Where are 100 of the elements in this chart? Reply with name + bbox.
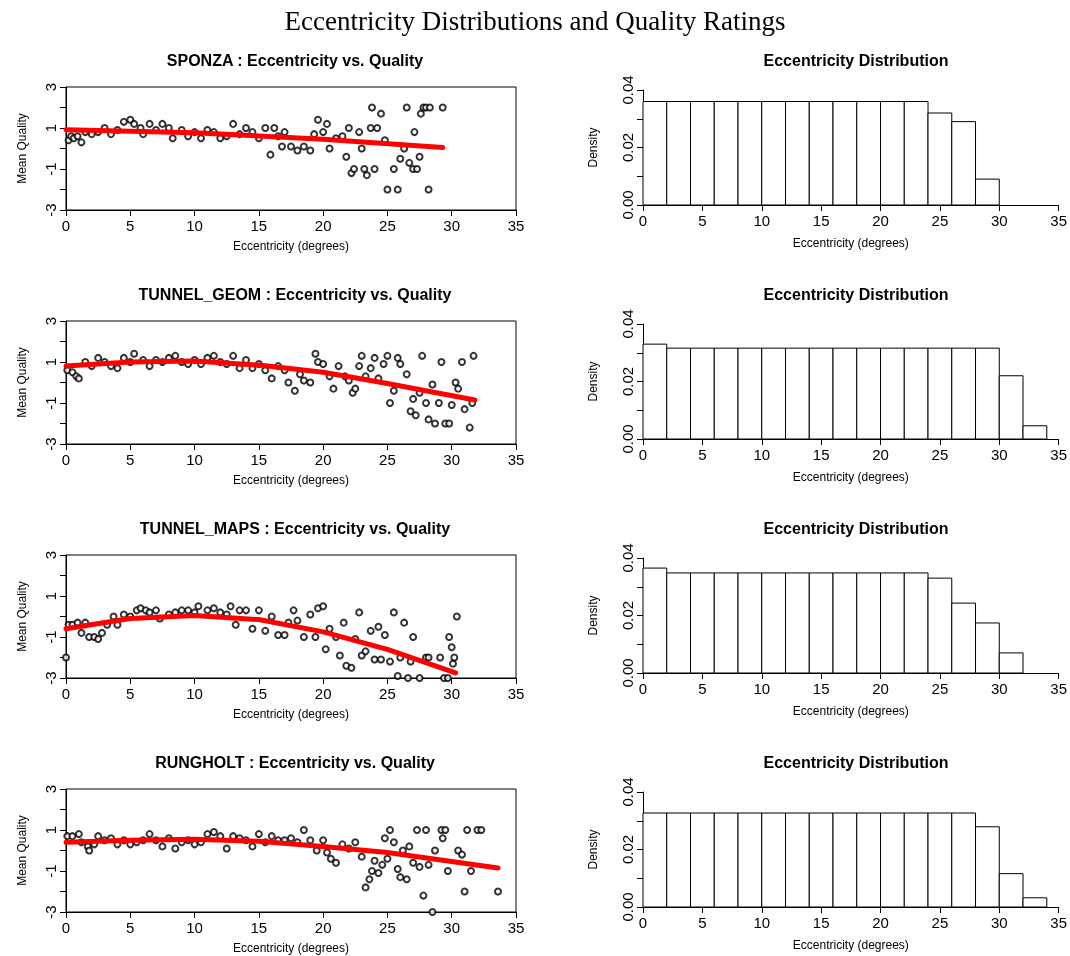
x-tick-label: 10 xyxy=(186,685,203,702)
y-tick-label: 0.04 xyxy=(619,309,636,339)
x-axis-title: Eccentricity (degrees) xyxy=(232,707,350,721)
y-tick-label: -3 xyxy=(42,203,59,217)
x-tick-label: 25 xyxy=(931,914,949,931)
x-tick-label: 35 xyxy=(507,217,525,234)
x-tick-label: 10 xyxy=(753,680,771,697)
x-tick-label: 0 xyxy=(638,446,648,463)
x-tick-label: 15 xyxy=(250,919,268,936)
x-tick-label: 15 xyxy=(250,217,268,234)
x-tick-label: 15 xyxy=(250,451,268,468)
x-tick-label: 5 xyxy=(126,685,135,702)
chart-title: Eccentricity Distribution xyxy=(763,519,949,537)
chart-title: Eccentricity Distribution xyxy=(763,51,949,69)
y-tick-label: 1 xyxy=(42,591,59,601)
x-tick-label: 25 xyxy=(379,685,396,702)
y-tick-label: -3 xyxy=(42,905,59,919)
x-axis-title: Eccentricity (degrees) xyxy=(792,938,909,952)
x-tick-label: 10 xyxy=(186,217,203,234)
y-tick-label: 0.04 xyxy=(619,543,636,573)
x-tick-label: 25 xyxy=(931,446,949,463)
x-tick-label: 0 xyxy=(61,919,71,936)
y-axis-title: Mean Quality xyxy=(15,113,29,184)
x-tick-label: 0 xyxy=(638,212,648,229)
x-tick-label: 35 xyxy=(507,685,525,702)
x-axis-title: Eccentricity (degrees) xyxy=(232,239,350,253)
x-tick-label: 0 xyxy=(638,680,648,697)
x-tick-label: 5 xyxy=(698,914,707,931)
x-tick-label: 0 xyxy=(638,914,648,931)
x-tick-label: 20 xyxy=(872,914,889,931)
y-tick-label: -1 xyxy=(42,162,59,176)
x-tick-label: 5 xyxy=(698,212,707,229)
y-tick-label: 1 xyxy=(42,123,59,133)
x-tick-label: 5 xyxy=(698,680,707,697)
x-tick-label: 10 xyxy=(753,212,771,229)
x-tick-label: 5 xyxy=(126,919,135,936)
x-tick-label: 20 xyxy=(872,446,889,463)
y-axis-title: Density xyxy=(586,595,600,636)
y-axis-title: Density xyxy=(586,361,600,402)
x-tick-label: 30 xyxy=(990,914,1008,931)
y-tick-label: 3 xyxy=(42,784,59,794)
y-axis-title: Density xyxy=(586,127,600,168)
x-tick-label: 25 xyxy=(379,451,396,468)
x-tick-label: 15 xyxy=(250,685,268,702)
y-axis-title: Mean Quality xyxy=(15,815,29,886)
chart-title: Eccentricity Distribution xyxy=(763,753,949,771)
y-tick-label: 0.02 xyxy=(619,600,636,631)
x-tick-label: 35 xyxy=(1050,914,1067,931)
chart-title: RUNGHOLT : Eccentricity vs. Quality xyxy=(155,753,435,771)
x-tick-label: 5 xyxy=(698,446,707,463)
x-tick-label: 5 xyxy=(126,451,135,468)
y-tick-label: 0.04 xyxy=(619,75,636,105)
y-tick-label: 3 xyxy=(42,316,59,326)
x-tick-label: 20 xyxy=(872,680,889,697)
x-tick-label: 25 xyxy=(379,217,396,234)
x-tick-label: 30 xyxy=(990,680,1008,697)
y-axis-title: Density xyxy=(586,829,600,870)
x-tick-label: 20 xyxy=(314,217,332,234)
x-tick-label: 20 xyxy=(314,685,332,702)
chart-title: TUNNEL_MAPS : Eccentricity vs. Quality xyxy=(139,519,451,537)
x-tick-label: 35 xyxy=(507,919,525,936)
x-tick-label: 0 xyxy=(61,685,71,702)
x-tick-label: 35 xyxy=(1050,212,1067,229)
y-tick-label: -3 xyxy=(42,671,59,685)
y-tick-label: 3 xyxy=(42,82,59,92)
x-tick-label: 0 xyxy=(61,451,71,468)
x-axis-title: Eccentricity (degrees) xyxy=(232,941,350,955)
y-tick-label: 0.00 xyxy=(619,658,636,688)
x-tick-label: 10 xyxy=(186,451,203,468)
x-tick-label: 20 xyxy=(314,919,332,936)
chart-title: SPONZA : Eccentricity vs. Quality xyxy=(166,51,424,69)
text: Eccentricity Distributions and Quality Ratings xyxy=(283,6,787,37)
x-axis-title: Eccentricity (degrees) xyxy=(792,704,909,718)
x-tick-label: 10 xyxy=(753,446,771,463)
y-tick-label: 0.00 xyxy=(619,424,636,454)
x-tick-label: 15 xyxy=(812,446,830,463)
chart-title: Eccentricity Distribution xyxy=(763,285,949,303)
x-tick-label: 25 xyxy=(379,919,396,936)
x-tick-label: 25 xyxy=(931,680,949,697)
x-tick-label: 25 xyxy=(931,212,949,229)
x-tick-label: 30 xyxy=(990,212,1008,229)
y-tick-label: 0.02 xyxy=(619,366,636,397)
x-tick-label: 30 xyxy=(443,217,461,234)
y-tick-label: -1 xyxy=(42,864,59,878)
x-tick-label: 20 xyxy=(314,451,332,468)
x-tick-label: 5 xyxy=(126,217,135,234)
x-tick-label: 15 xyxy=(812,914,830,931)
y-tick-label: -1 xyxy=(42,630,59,644)
x-tick-label: 0 xyxy=(61,217,71,234)
y-tick-label: 3 xyxy=(42,550,59,560)
x-axis-title: Eccentricity (degrees) xyxy=(792,470,909,484)
x-tick-label: 10 xyxy=(753,914,771,931)
chart-title: TUNNEL_GEOM : Eccentricity vs. Quality xyxy=(138,285,452,303)
y-tick-label: 0.02 xyxy=(619,132,636,163)
y-tick-label: 0.02 xyxy=(619,834,636,865)
y-tick-label: -1 xyxy=(42,396,59,410)
x-tick-label: 30 xyxy=(443,451,461,468)
x-tick-label: 35 xyxy=(1050,680,1067,697)
x-tick-label: 30 xyxy=(443,685,461,702)
x-tick-label: 15 xyxy=(812,680,830,697)
